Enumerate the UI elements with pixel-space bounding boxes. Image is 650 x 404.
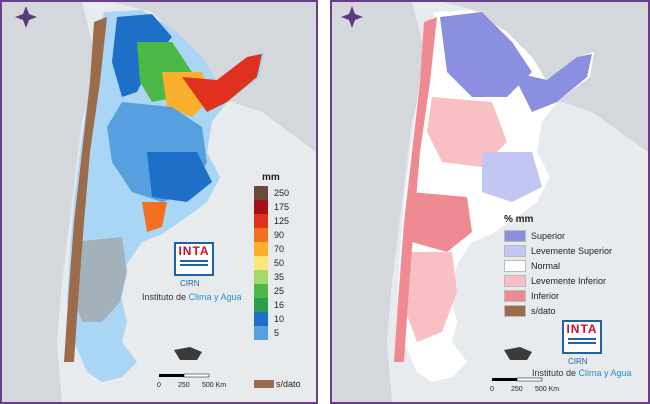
- precipitation-map: [2, 2, 316, 402]
- legend-swatch: [254, 200, 268, 214]
- cirn-label: CIRN: [180, 279, 200, 288]
- anomaly-patagonia: [402, 252, 457, 342]
- legend-label: 5: [274, 328, 280, 338]
- legend-label: Levemente Inferior: [531, 276, 607, 286]
- legend-swatch: [254, 228, 268, 242]
- anomaly-slight-inferior: [427, 97, 507, 167]
- legend-unit: % mm: [504, 214, 534, 225]
- scale-tick-500: 500 Km: [535, 386, 560, 393]
- anomaly-superior-ne: [512, 54, 592, 112]
- chile-land: [332, 2, 427, 402]
- scale-tick-250: 250: [178, 382, 190, 389]
- legend-label: 25: [274, 286, 285, 296]
- cirn-label: CIRN: [568, 357, 588, 366]
- legend-swatch: [504, 245, 526, 257]
- inta-logo: INTA: [174, 242, 214, 276]
- anomaly-andes: [394, 17, 437, 362]
- precip-zone-red: [182, 54, 262, 112]
- legend-label: 90: [274, 230, 285, 240]
- legend-label: Inferior: [531, 291, 560, 301]
- legend-swatch: [504, 230, 526, 242]
- anomaly-map: [332, 2, 648, 402]
- legend-label: Levemente Superior: [531, 246, 613, 256]
- legend-swatch: [504, 290, 526, 302]
- legend-label: 10: [274, 314, 285, 324]
- precipitation-map-panel: mm 250 175 125 90 70 50 35 25 16 10 5 INTA CIRN In…: [0, 0, 318, 404]
- precip-zone-pampa: [147, 152, 212, 202]
- chile-land: [2, 2, 97, 402]
- legend-swatch: [254, 326, 268, 340]
- neighbor-countries: [392, 2, 648, 152]
- scale-tick-0: 0: [157, 382, 161, 389]
- legend-label: Superior: [531, 231, 566, 241]
- legend-swatch: [254, 186, 268, 200]
- nodata-swatch: [254, 380, 274, 388]
- scale-tick-250: 250: [511, 386, 523, 393]
- legend-label: 35: [274, 272, 285, 282]
- legend-unit: mm: [262, 172, 280, 183]
- legend-label: 250: [274, 188, 290, 198]
- institute-name: Instituto de Clima y Agua: [532, 368, 632, 378]
- legend-swatch: [254, 214, 268, 228]
- nodata-andes: [64, 17, 107, 362]
- legend-swatch: [254, 256, 268, 270]
- compass-rose-icon: [15, 6, 37, 28]
- malvinas-islands: [174, 347, 202, 360]
- legend-label: s/dato: [531, 306, 556, 316]
- legend-label: 175: [274, 202, 290, 212]
- legend-label: Normal: [531, 261, 561, 271]
- institute-name: Instituto de Clima y Agua: [142, 292, 242, 302]
- inta-logo: INTA: [562, 320, 602, 354]
- scale-tick-0: 0: [490, 386, 494, 393]
- anomaly-map-panel: % mm Superior Levemente Superior Normal Lev…: [330, 0, 650, 404]
- anomaly-inferior: [410, 192, 472, 252]
- nodata-label: s/dato: [276, 379, 301, 389]
- legend-label: 70: [274, 244, 285, 254]
- anomaly-superior-north: [440, 12, 532, 97]
- neighbor-countries: [62, 2, 316, 152]
- legend-swatch: [254, 242, 268, 256]
- legend-label: 125: [274, 216, 290, 226]
- precip-zone-patagonia: [72, 237, 127, 322]
- precip-zone-coast: [142, 202, 167, 232]
- anomaly-slight-superior: [482, 152, 542, 202]
- scale-tick-500: 500 Km: [202, 382, 227, 389]
- legend-swatch: [504, 260, 526, 272]
- compass-rose-icon: [341, 6, 363, 28]
- legend-swatch: [504, 305, 526, 317]
- malvinas-islands: [504, 347, 532, 360]
- legend-swatch: [254, 312, 268, 326]
- legend-label: 50: [274, 258, 285, 268]
- legend-swatch: [254, 298, 268, 312]
- legend-swatch: [504, 275, 526, 287]
- legend-swatch: [254, 270, 268, 284]
- legend-label: 16: [274, 300, 285, 310]
- legend-swatch: [254, 284, 268, 298]
